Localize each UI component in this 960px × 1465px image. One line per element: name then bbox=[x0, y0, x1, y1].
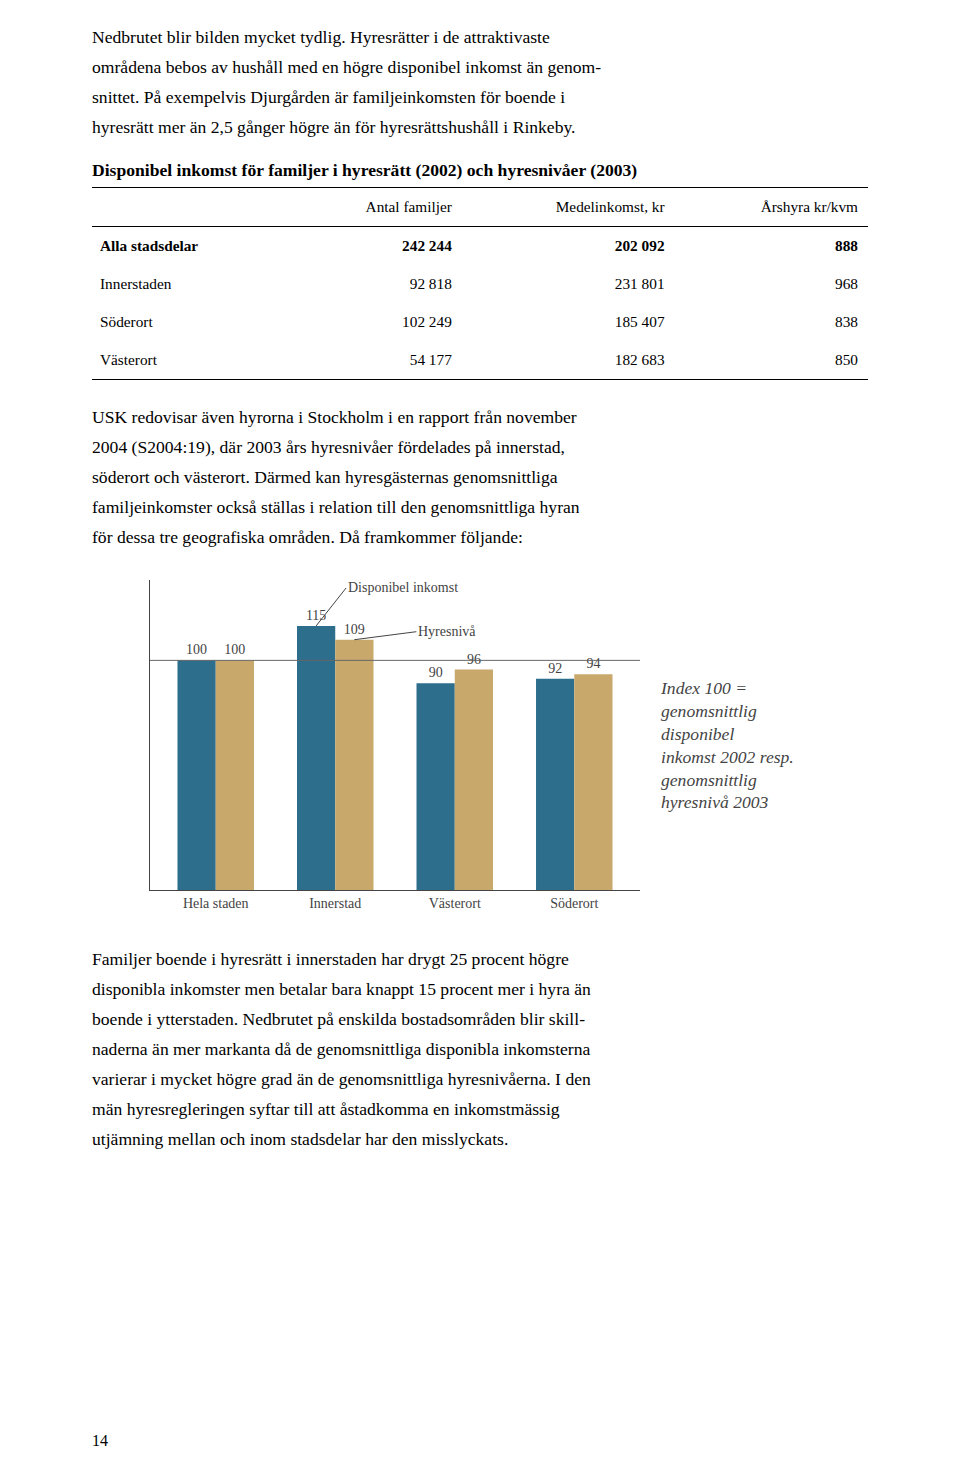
svg-text:Disponibel inkomst: Disponibel inkomst bbox=[348, 580, 458, 595]
html-text:Nedbrutet blir bilden mycket t: Nedbrutet blir bilden mycket tydlig. Hyr… bbox=[92, 27, 550, 47]
svg-text:Västerort: Västerort bbox=[429, 896, 481, 911]
svg-text:94: 94 bbox=[586, 656, 600, 671]
html-text:231 801: 231 801 bbox=[614, 275, 665, 292]
html-text:Årshyra kr/kvm: Årshyra kr/kvm bbox=[760, 198, 858, 215]
html-text:söderort och västerort. Därmed: söderort och västerort. Därmed kan hyres… bbox=[92, 467, 558, 487]
svg-text:Innerstad: Innerstad bbox=[309, 896, 361, 911]
html-text:varierar i mycket högre grad ä: varierar i mycket högre grad än de genom… bbox=[92, 1069, 591, 1089]
html-text:185 407: 185 407 bbox=[614, 313, 665, 330]
html-text:838: 838 bbox=[835, 313, 858, 330]
html-text:888: 888 bbox=[835, 237, 858, 254]
html-text:för dessa tre geografiska områ: för dessa tre geografiska områden. Då fr… bbox=[92, 527, 523, 547]
svg-text:92: 92 bbox=[548, 661, 562, 676]
html-text:familjeinkomster också ställas: familjeinkomster också ställas i relatio… bbox=[92, 497, 580, 517]
html-text:2004 (S2004:19), där 2003 års: 2004 (S2004:19), där 2003 års hyresnivåe… bbox=[92, 437, 565, 457]
html-text:Medelinkomst, kr: Medelinkomst, kr bbox=[555, 198, 665, 215]
html-text:snittet. På exempelvis Djurgår: snittet. På exempelvis Djurgården är fam… bbox=[92, 87, 566, 107]
html-text:USK redovisar även hyrorna i S: USK redovisar även hyrorna i Stockholm i… bbox=[92, 407, 577, 427]
svg-text:100: 100 bbox=[186, 642, 207, 657]
html-text:hyresrätt mer än 2,5 gånger hö: hyresrätt mer än 2,5 gånger högre än för… bbox=[92, 117, 576, 137]
html-text:Söderort: Söderort bbox=[100, 313, 153, 330]
html-text:utjämning mellan och inom stad: utjämning mellan och inom stadsdelar har… bbox=[92, 1129, 509, 1149]
svg-text:Söderort: Söderort bbox=[550, 896, 598, 911]
html-text:män hyresregleringen syftar ti: män hyresregleringen syftar till att åst… bbox=[92, 1099, 560, 1119]
html-text:54 177: 54 177 bbox=[409, 351, 452, 368]
html-text:968: 968 bbox=[835, 275, 858, 292]
html-text:92 818: 92 818 bbox=[409, 275, 452, 292]
html-text:850: 850 bbox=[835, 351, 858, 368]
html-text:Innerstaden: Innerstaden bbox=[100, 275, 172, 292]
svg-text:Index 100 =genomsnittligdispon: Index 100 =genomsnittligdisponibelinkoms… bbox=[660, 678, 794, 812]
svg-text:100: 100 bbox=[224, 642, 245, 657]
html-text:disponibla inkomster men betal: disponibla inkomster men betalar bara kn… bbox=[92, 979, 591, 999]
html-text:Familjer boende i hyresrätt i: Familjer boende i hyresrätt i innerstade… bbox=[92, 949, 569, 969]
svg-text:109: 109 bbox=[344, 622, 365, 637]
html-text:Alla stadsdelar: Alla stadsdelar bbox=[100, 237, 199, 254]
svg-text:Hela staden: Hela staden bbox=[183, 896, 249, 911]
html-text:boende i ytterstaden. Nedbrute: boende i ytterstaden. Nedbrutet på enski… bbox=[92, 1009, 585, 1029]
svg-text:90: 90 bbox=[429, 665, 443, 680]
html-text:242 244: 242 244 bbox=[402, 237, 452, 254]
svg-text:115: 115 bbox=[306, 608, 326, 623]
html-text:202 092: 202 092 bbox=[614, 237, 665, 254]
html-text:182 683: 182 683 bbox=[614, 351, 665, 368]
html-text:områdena bebos av hushåll med: områdena bebos av hushåll med en högre d… bbox=[92, 57, 602, 77]
html-text:14: 14 bbox=[92, 1432, 108, 1449]
html-text:naderna än mer markanta då de: naderna än mer markanta då de genomsnitt… bbox=[92, 1039, 591, 1059]
svg-text:96: 96 bbox=[467, 652, 481, 667]
html-text:Västerort: Västerort bbox=[100, 351, 157, 368]
svg-text:Hyresnivå: Hyresnivå bbox=[418, 624, 476, 639]
html-text:Antal familjer: Antal familjer bbox=[365, 198, 452, 215]
html-text:Disponibel inkomst för familje: Disponibel inkomst för familjer i hyresr… bbox=[92, 160, 638, 180]
html-text:102 249: 102 249 bbox=[402, 313, 452, 330]
